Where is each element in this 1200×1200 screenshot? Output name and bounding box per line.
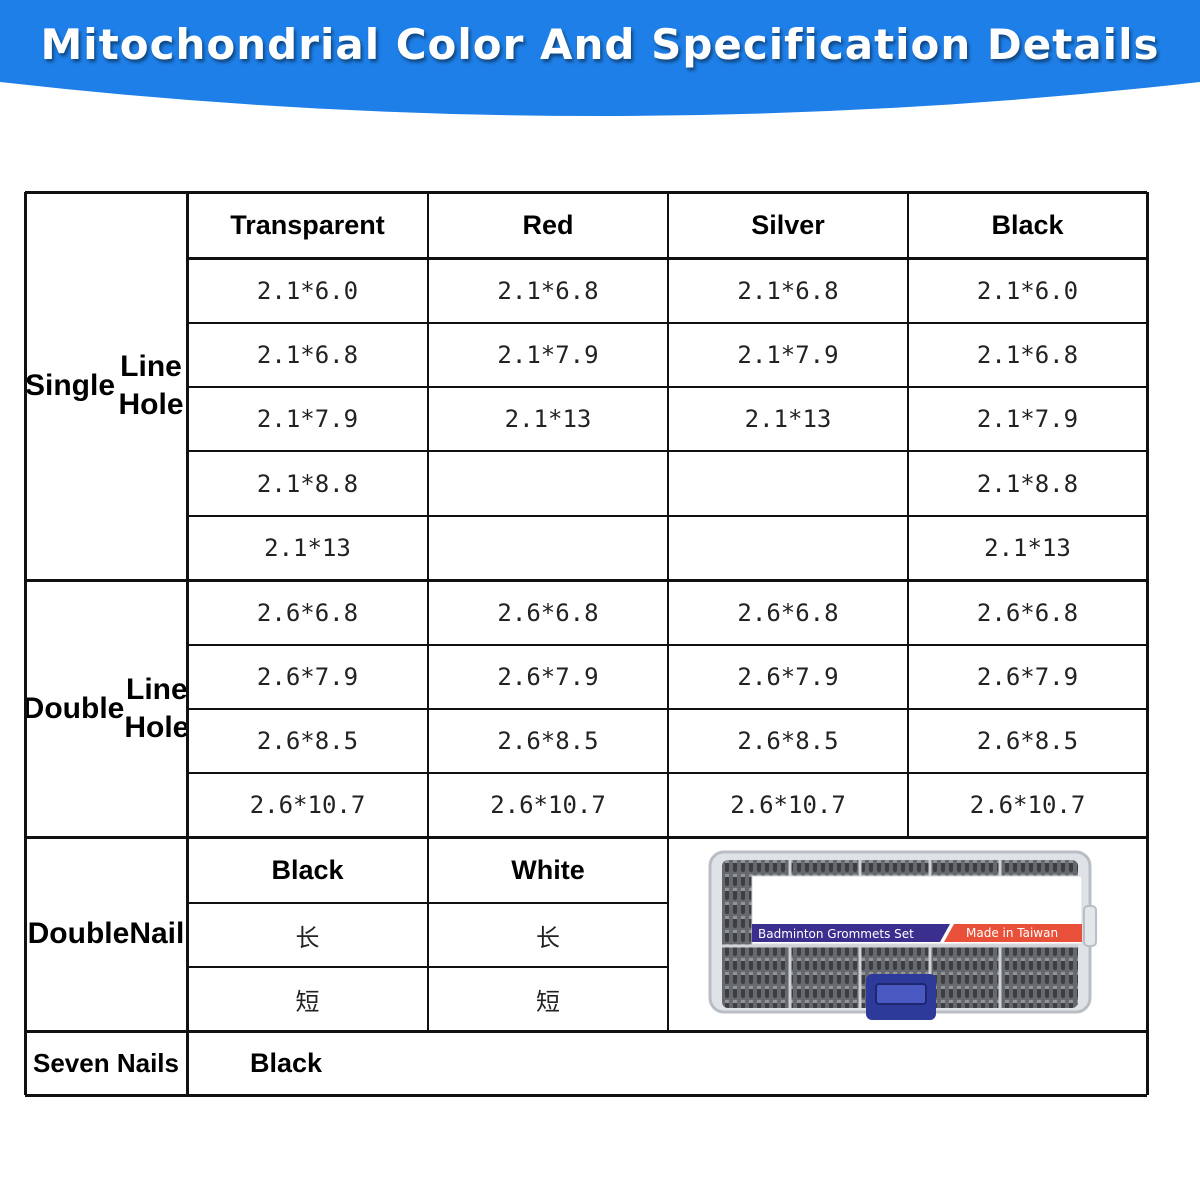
box-label-right: Made in Taiwan [966,926,1058,940]
row-label-line: Single [25,369,116,402]
spec-cell [428,516,668,580]
spec-cell: 2.6*7.9 [737,663,839,691]
spec-cell: 2.1*6.8 [976,341,1079,369]
spec-cell: 2.1*6.0 [256,276,359,305]
spec-cell: 2.1*7.9 [976,405,1079,433]
spec-cell: 2.6*10.7 [249,791,366,819]
table-rule [25,835,1147,839]
table-rule [1145,192,1149,1095]
spec-cell: 2.1*8.8 [256,469,359,498]
double-nail-cell: 短 [536,987,560,1016]
table-rule [25,190,1147,194]
column-header: Transparent [230,209,385,240]
spec-cell: 2.6*10.7 [969,791,1086,819]
spec-cell: 2.6*8.5 [737,727,839,755]
spec-cell: 2.1*8.8 [976,469,1079,498]
spec-cell: 2.1*6.8 [256,341,359,369]
spec-cell: 2.6*7.9 [256,663,359,691]
box-label-left: Badminton Grommets Set [758,927,914,941]
spec-cell: 2.6*6.8 [737,598,839,627]
double-nail-cell: 长 [295,923,320,952]
row-label-seven-nails: Seven Nails [33,1047,179,1078]
row-label-line: Nail [129,917,185,950]
spec-cell: 2.1*13 [504,405,592,433]
spec-cell: 2.6*7.9 [497,663,599,691]
header-banner: Mitochondrial Color And Specification De… [0,0,1200,118]
table-rule [185,192,189,1095]
column-header: Red [522,209,574,240]
spec-cell: 2.6*6.8 [256,598,359,627]
table-rule [23,192,27,1095]
spec-cell: 2.6*7.9 [976,663,1079,691]
spec-cell: 2.6*6.8 [497,598,599,627]
spec-cell: 2.6*10.7 [730,791,846,819]
banner-background [0,0,1200,116]
seven-nails-value: Black [250,1047,323,1078]
spec-cell: 2.1*7.9 [497,341,599,369]
spec-cell: 2.1*13 [984,534,1071,562]
spec-cell: 2.1*13 [264,534,351,562]
row-label-double-line-hole: Double Line Hole [22,580,190,837]
spec-cell: 2.1*6.8 [497,276,599,305]
row-label-single-line-hole: Single Line Hole [25,192,187,580]
row-label-line: Double [27,917,130,950]
double-nail-header: Black [271,854,344,885]
column-header: Black [991,209,1064,240]
spec-cell: 2.6*8.5 [497,727,599,755]
spec-cell: 2.1*6.8 [737,276,839,305]
spec-cell: 2.1*7.9 [737,341,839,369]
spec-cell: 2.6*8.5 [256,727,359,755]
table-rule [427,192,429,1031]
column-header: Silver [751,209,825,240]
spec-cell: 2.1*6.0 [976,276,1079,305]
table-rule [25,578,1147,582]
double-nail-header: White [511,854,585,885]
table-rule [25,1093,1147,1097]
spec-cell: 2.6*8.5 [976,727,1079,755]
table-rule [907,192,909,837]
table-rule [667,192,669,1031]
spec-cell: 2.6*6.8 [976,598,1079,627]
double-nail-cell: 短 [295,987,320,1016]
spec-cell: 2.1*13 [744,405,832,433]
table-rule [25,1029,1147,1033]
spec-cell: 2.6*10.7 [490,791,606,819]
row-label-line: Line Hole [124,672,190,744]
product-box-image: Badminton Grommets Set Made in Taiwan [708,850,1097,1020]
row-label-line: Line Hole [118,350,184,421]
spec-cell [428,451,668,516]
row-label-double-nail: Double Nail [25,837,187,1031]
spec-cell [668,451,908,516]
page-title: Mitochondrial Color And Specification De… [40,20,1160,69]
spec-cell: 2.1*7.9 [256,405,359,433]
spec-cell [668,516,908,580]
double-nail-cell: 长 [536,923,560,952]
row-label-line: Double [22,691,125,725]
